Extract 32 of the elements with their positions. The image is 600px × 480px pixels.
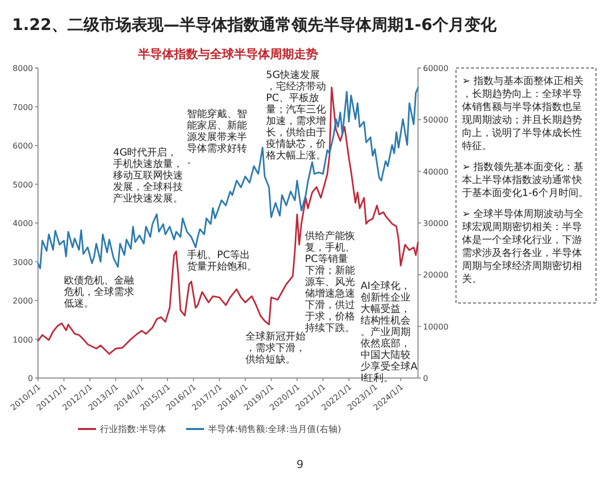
chart-subtitle: 半导体指数与全球半导体周期走势 bbox=[137, 47, 318, 61]
annotation: 智能穿戴、智能家居、新能源发展带来半导体需求好转。 bbox=[186, 108, 247, 166]
y2-tick-label: 40000 bbox=[423, 167, 448, 176]
y2-tick-label: 10000 bbox=[423, 322, 448, 332]
y2-tick-label: 50000 bbox=[423, 116, 448, 125]
y2-tick-label: 30000 bbox=[423, 219, 448, 228]
y-tick-label: 1000 bbox=[12, 335, 33, 344]
annotation: 全球新冠开始，需求下滑，供给短缺。 bbox=[245, 330, 306, 366]
annotation: 欧债危机、金融危机，全球需求低迷。 bbox=[64, 274, 134, 310]
legend-label: 行业指数:半导体 bbox=[100, 424, 166, 435]
legend-label: 半导体:销售额:全球:当月值(右轴) bbox=[208, 424, 342, 435]
y-tick-label: 3000 bbox=[12, 258, 33, 267]
text: 供给产能恢复，手机、PC等销量下滑；新能源车、风光储增速急速下滑，供过于求，价格持续下跌。 bbox=[304, 230, 355, 334]
text: ➢ 指数与基本面整体正相关，长期趋势向上：全球半导体销售额与半导体指数也呈现周期波动；并且长期趋势向上，说明了半导体成长性特征。 bbox=[462, 75, 584, 152]
y2-tick-label: 60000 bbox=[423, 64, 448, 73]
y-tick-label: 0 bbox=[28, 374, 33, 383]
text: 9 bbox=[296, 458, 304, 471]
text: ➢ 指数领先基本面变化：基本上半导体指数波动通常快于基本面变化1-6个月时间。 bbox=[462, 161, 588, 199]
text: AI全球化，创新性企业大幅受益，结构性机会。产业周期依然底部，中国大陆较少享受全球AI红利。 bbox=[360, 281, 418, 384]
chart-title: 1.22、二级市场表现—半导体指数通常领先半导体周期1-6个月变化 bbox=[12, 15, 498, 34]
y-tick-label: 7000 bbox=[12, 102, 33, 112]
y-tick-label: 4000 bbox=[12, 219, 33, 228]
y-tick-label: 5000 bbox=[12, 180, 33, 190]
y2-tick-label: 0 bbox=[423, 374, 428, 383]
y-tick-label: 6000 bbox=[12, 142, 33, 150]
y-tick-label: 2000 bbox=[12, 296, 33, 306]
y2-tick-label: 20000 bbox=[423, 270, 448, 280]
y-tick-label: 8000 bbox=[12, 64, 33, 73]
annotation: 手机、PC等出货量开始饱和。 bbox=[186, 249, 257, 273]
annotation: 4G时代开启，手机快速放量，移动互联网快速发展，全球科技产业快速发展。 bbox=[113, 146, 184, 204]
annotation: 5G快速发展，宅经济带动PC、平板放量；汽车三化加速，需求增长，供给由于疫情缺芯，价格大幅上涨。 bbox=[265, 69, 326, 162]
text: ➢ 全球半导体周期波动与全球宏观周期密切相关：半导体是一个全球化行业，下游需求涉及各行各业，半导体周期与全球经济周期密切相关。 bbox=[462, 208, 584, 285]
